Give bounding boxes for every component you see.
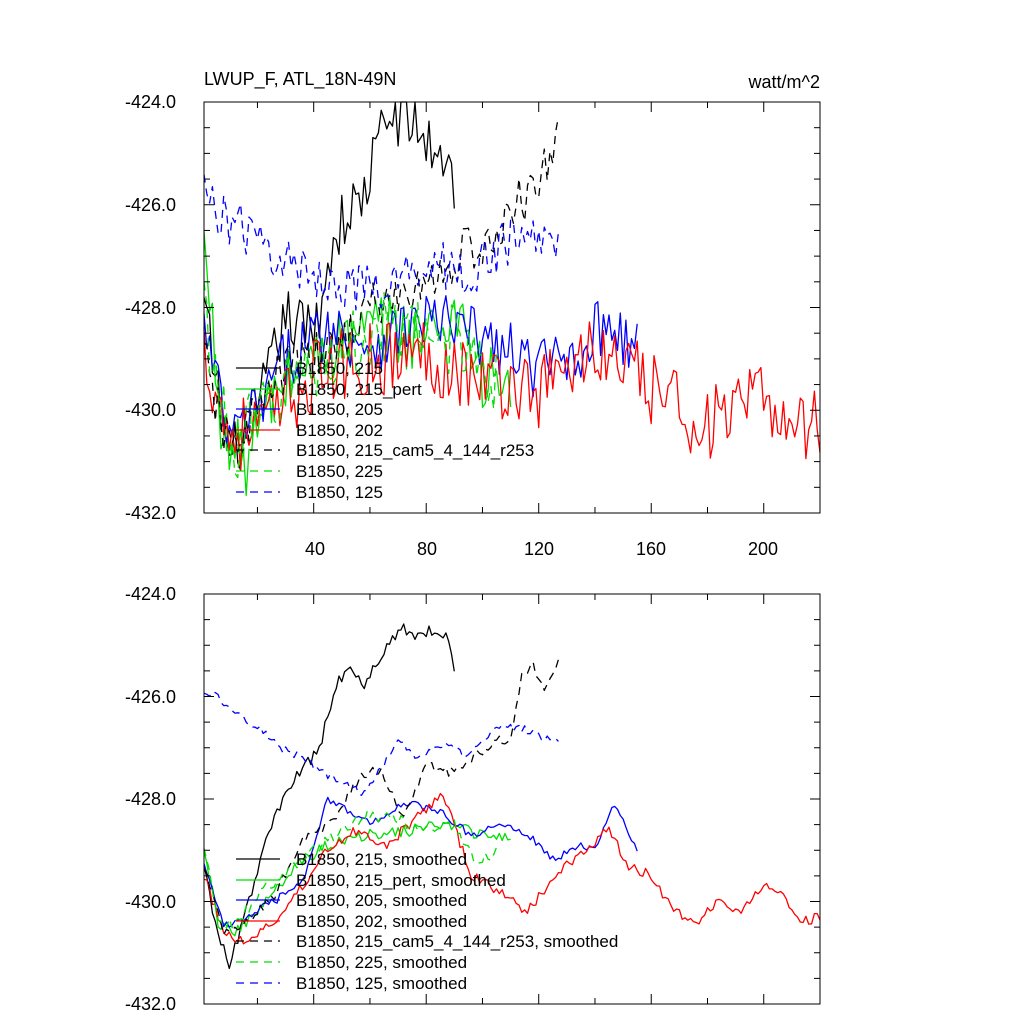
legend-entry: B1850, 125 [296,483,383,502]
series-line [203,659,560,936]
series-line [203,116,560,454]
legend-entry: B1850, 202, smoothed [296,912,467,931]
legend-entry: B1850, 215_cam5_4_144_r253 [296,441,534,460]
series-line [203,321,821,471]
panel-top-x-tick-label: 200 [748,539,778,559]
panel-top-y-tick-label: -426.0 [125,195,176,215]
legend-entry: B1850, 215_pert, smoothed [296,871,506,890]
panel-bottom-series-group [203,623,821,970]
series-line [203,796,638,928]
series-line [203,295,638,445]
series-line [203,174,560,311]
panel-bottom-y-tick-label: -428.0 [125,789,176,809]
panel-top-y-tick-label: -430.0 [125,400,176,420]
panel-bottom: -424.0 -426.0 -428.0 -430.0 -432.0 B1850… [125,584,821,1014]
panel-bottom-y-tick-label: -424.0 [125,584,176,604]
series-line [203,810,498,929]
legend-entry: B1850, 215_cam5_4_144_r253, smoothed [296,932,618,951]
series-line [203,691,559,796]
panel-top-legend: B1850, 215 B1850, 215_pert B1850, 205 B1… [236,359,534,502]
series-line [203,282,498,479]
series-line [203,792,821,945]
panel-top-y-tick-label: -432.0 [125,503,176,523]
panel-top-y-tick-label: -428.0 [125,298,176,318]
panel-top-series-group [203,101,821,496]
legend-entry: B1850, 215_pert [296,380,422,399]
series-line [203,101,455,471]
panel-bottom-y-tick-label: -432.0 [125,994,176,1014]
legend-entry: B1850, 215, smoothed [296,850,467,869]
legend-entry: B1850, 215 [296,359,383,378]
panel-bottom-legend: B1850, 215, smoothed B1850, 215_pert, sm… [236,850,618,993]
panel-top-x-tick-label: 80 [417,539,437,559]
legend-entry: B1850, 225, smoothed [296,953,467,972]
panel-top: LWUP_F, ATL_18N-49N watt/m^2 -424.0 -426… [125,69,821,559]
panel-bottom-ticks [204,593,821,1005]
panel-top-title: LWUP_F, ATL_18N-49N [204,69,396,90]
legend-entry: B1850, 205, smoothed [296,891,467,910]
panel-top-ticks [204,101,821,514]
legend-entry: B1850, 205 [296,400,383,419]
legend-entry: B1850, 125, smoothed [296,974,467,993]
legend-entry: B1850, 202 [296,421,383,440]
panel-top-x-tick-label: 160 [636,539,666,559]
panel-top-y-tick-label: -424.0 [125,92,176,112]
legend-entry: B1850, 225 [296,462,383,481]
panel-top-x-tick-label: 40 [305,539,325,559]
panel-top-x-tick-label: 120 [524,539,554,559]
panel-bottom-y-tick-label: -430.0 [125,892,176,912]
panel-bottom-y-tick-label: -426.0 [125,687,176,707]
panel-top-units: watt/m^2 [748,72,820,92]
